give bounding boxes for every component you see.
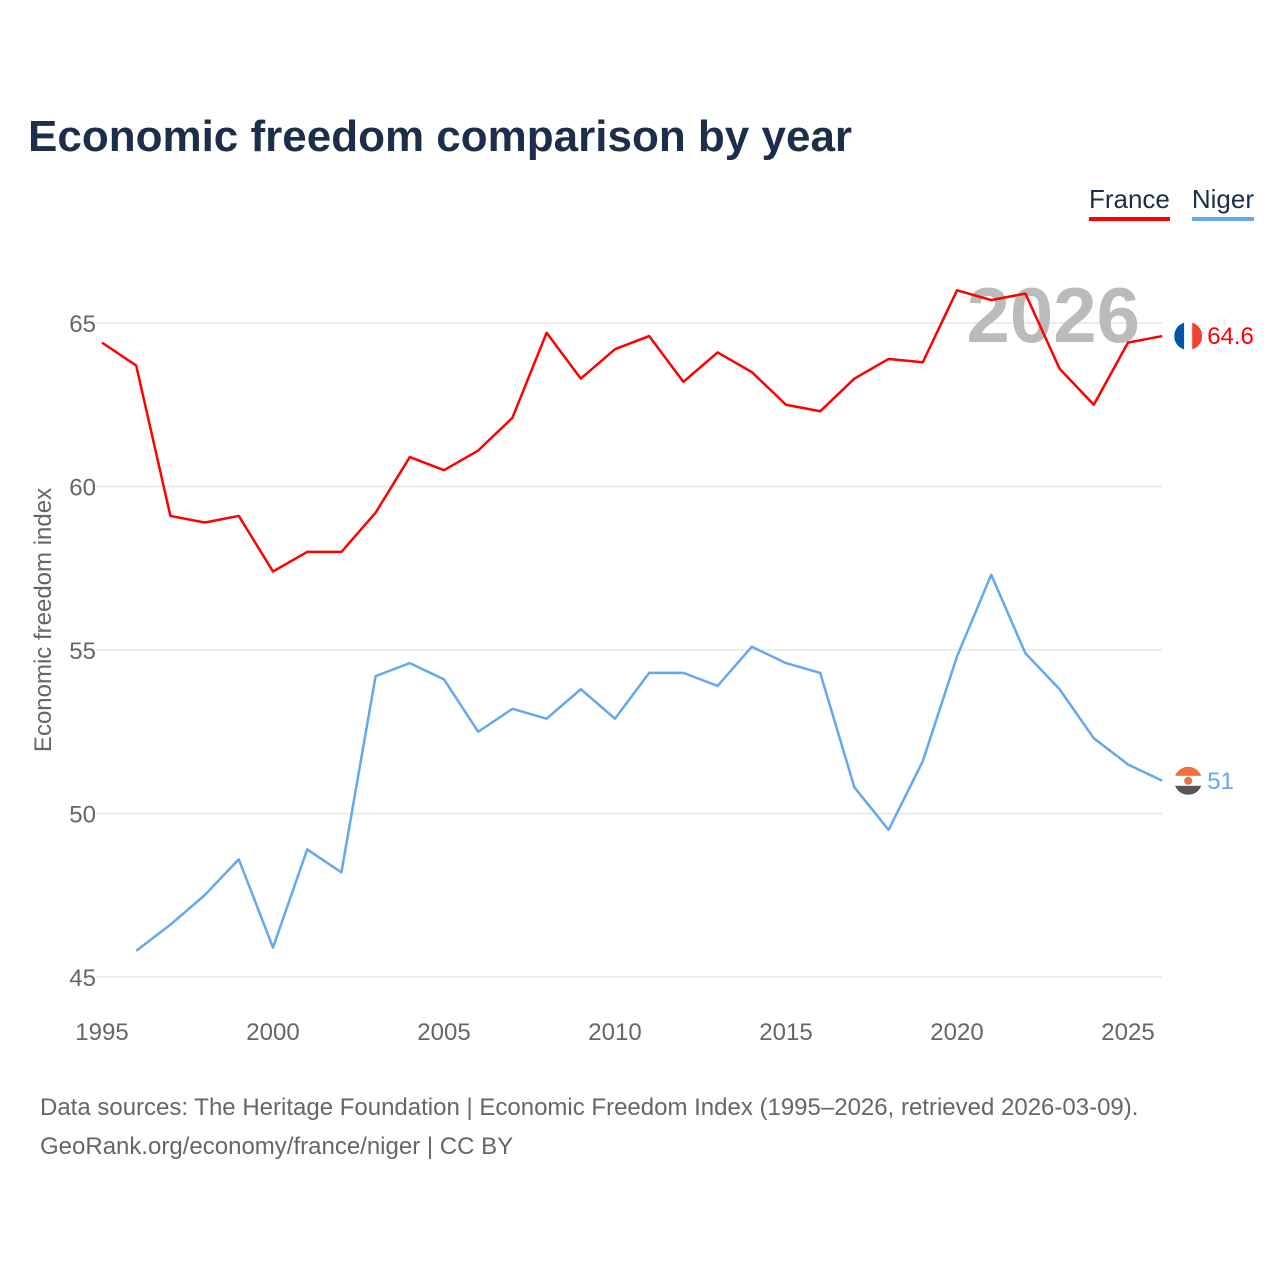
- legend: France Niger: [1088, 184, 1254, 221]
- x-tick-label: 2025: [1101, 1019, 1154, 1046]
- france-flag-icon: [1184, 322, 1193, 351]
- legend-france[interactable]: France: [1088, 184, 1170, 221]
- y-tick-label: 55: [69, 638, 96, 665]
- niger-flag-icon: [1184, 776, 1193, 785]
- x-tick-label: 1995: [75, 1019, 128, 1046]
- y-tick-label: 65: [69, 311, 96, 338]
- france-flag-icon: [1174, 322, 1185, 351]
- end-label-niger: 51: [1207, 768, 1234, 795]
- x-tick-label: 2020: [930, 1019, 983, 1046]
- footer-link[interactable]: GeoRank.org/economy/france/niger | CC BY: [40, 1133, 514, 1160]
- y-axis-label: Economic freedom index: [30, 488, 57, 752]
- y-tick-label: 50: [69, 802, 96, 829]
- chart-title: Economic freedom comparison by year: [28, 112, 853, 161]
- x-tick-label: 2000: [246, 1019, 299, 1046]
- y-tick-label: 45: [69, 965, 96, 992]
- footer-sources: Data sources: The Heritage Foundation | …: [40, 1094, 1139, 1121]
- france-flag-icon: [1192, 322, 1203, 351]
- niger-flag-icon: [1174, 785, 1203, 795]
- x-tick-label: 2010: [588, 1019, 641, 1046]
- end-label-france: 64.6: [1207, 323, 1254, 350]
- niger-flag-icon: [1174, 766, 1203, 777]
- x-tick-label: 2005: [417, 1019, 470, 1046]
- footer: Data sources: The Heritage Foundation | …: [40, 1088, 1138, 1166]
- y-tick-label: 60: [69, 475, 96, 502]
- series-line-france: [101, 289, 1163, 573]
- series-line-niger: [135, 573, 1163, 952]
- legend-niger[interactable]: Niger: [1191, 184, 1254, 221]
- year-watermark: 2026: [966, 271, 1140, 359]
- x-tick-label: 2015: [759, 1019, 812, 1046]
